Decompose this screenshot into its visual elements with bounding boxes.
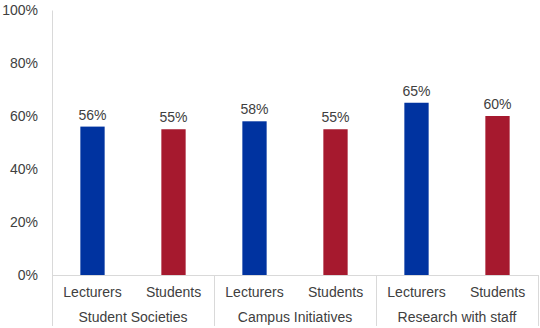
x-sub-tick: Students: [470, 275, 525, 300]
y-tick: 80%: [10, 55, 52, 71]
bar: [80, 127, 104, 275]
x-tick: Student Societies: [79, 275, 188, 325]
y-tick: 100%: [2, 2, 52, 18]
x-sub-tick: Lecturers: [63, 275, 121, 300]
group-separator: [538, 275, 539, 326]
x-axis: Student Societies Campus Initiatives Resea…: [53, 275, 539, 325]
x-series-label: Students: [146, 284, 201, 300]
x-sub-tick: Lecturers: [225, 275, 283, 300]
data-label: 55%: [159, 109, 187, 125]
x-group-label: Campus Initiatives: [238, 309, 352, 325]
x-sub-axis: Lecturers Students: [63, 275, 201, 300]
y-tick-label: 80%: [10, 55, 38, 71]
x-series-label: Lecturers: [225, 284, 283, 300]
data-labels: 56% 55% 58% 55% 65% 60%: [78, 83, 511, 126]
bar: [404, 103, 428, 275]
data-label: 60%: [483, 96, 511, 112]
data-label: 65%: [402, 83, 430, 99]
y-tick-label: 0%: [18, 267, 38, 283]
y-tick-label: 60%: [10, 108, 38, 124]
y-axis-line: [52, 11, 53, 276]
x-tick: Research with staff: [398, 275, 517, 325]
bar: [161, 129, 185, 275]
group-separator: [376, 275, 377, 326]
y-tick-label: 100%: [2, 2, 38, 18]
bar: [242, 121, 266, 275]
y-tick: 40%: [10, 161, 52, 177]
y-tick: 0%: [18, 267, 52, 283]
x-series-label: Lecturers: [387, 284, 445, 300]
x-tick: Campus Initiatives: [238, 275, 352, 325]
x-group-label: Research with staff: [398, 309, 517, 325]
y-axis: 0% 20% 40% 60% 80% 100%: [2, 2, 52, 283]
group-separator: [52, 275, 53, 326]
x-sub-axis: Lecturers Students: [225, 275, 363, 300]
x-group-label: Student Societies: [79, 309, 188, 325]
data-label: 58%: [240, 101, 268, 117]
x-series-label: Students: [470, 284, 525, 300]
x-axis-line: [53, 275, 539, 276]
data-label: 56%: [78, 107, 106, 123]
y-tick-label: 20%: [10, 214, 38, 230]
bar: [485, 116, 509, 275]
x-sub-axis: Lecturers Students: [387, 275, 525, 300]
group-separators: [53, 275, 539, 326]
bars: [80, 103, 509, 275]
y-tick-label: 40%: [10, 161, 38, 177]
y-tick: 20%: [10, 214, 52, 230]
x-sub-tick: Students: [308, 275, 363, 300]
bar: [323, 129, 347, 275]
y-tick: 60%: [10, 108, 52, 124]
data-label: 55%: [321, 109, 349, 125]
chart: 0% 20% 40% 60% 80% 100% 56% 55% 58% 55% 65% 60% Stud…: [0, 0, 540, 328]
group-separator: [214, 275, 215, 326]
x-sub-tick: Lecturers: [387, 275, 445, 300]
x-sub-tick: Students: [146, 275, 201, 300]
x-series-label: Lecturers: [63, 284, 121, 300]
x-series-label: Students: [308, 284, 363, 300]
